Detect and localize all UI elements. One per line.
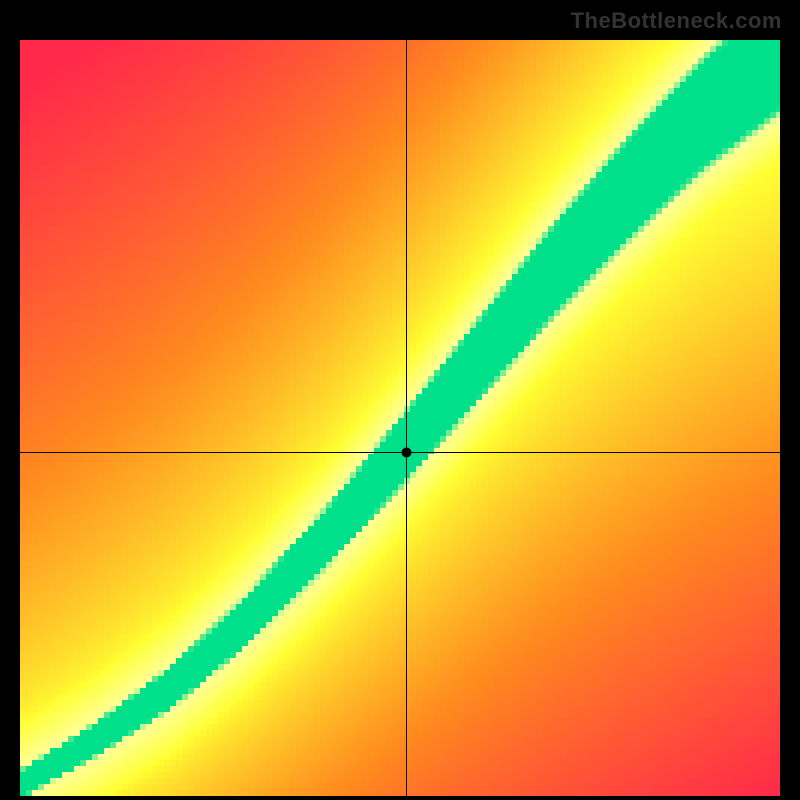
page-root: { "watermark": { "text": "TheBottleneck.… <box>0 0 800 800</box>
heatmap-plot-area <box>20 40 780 796</box>
watermark-text: TheBottleneck.com <box>571 8 782 34</box>
heatmap-canvas <box>20 40 780 796</box>
